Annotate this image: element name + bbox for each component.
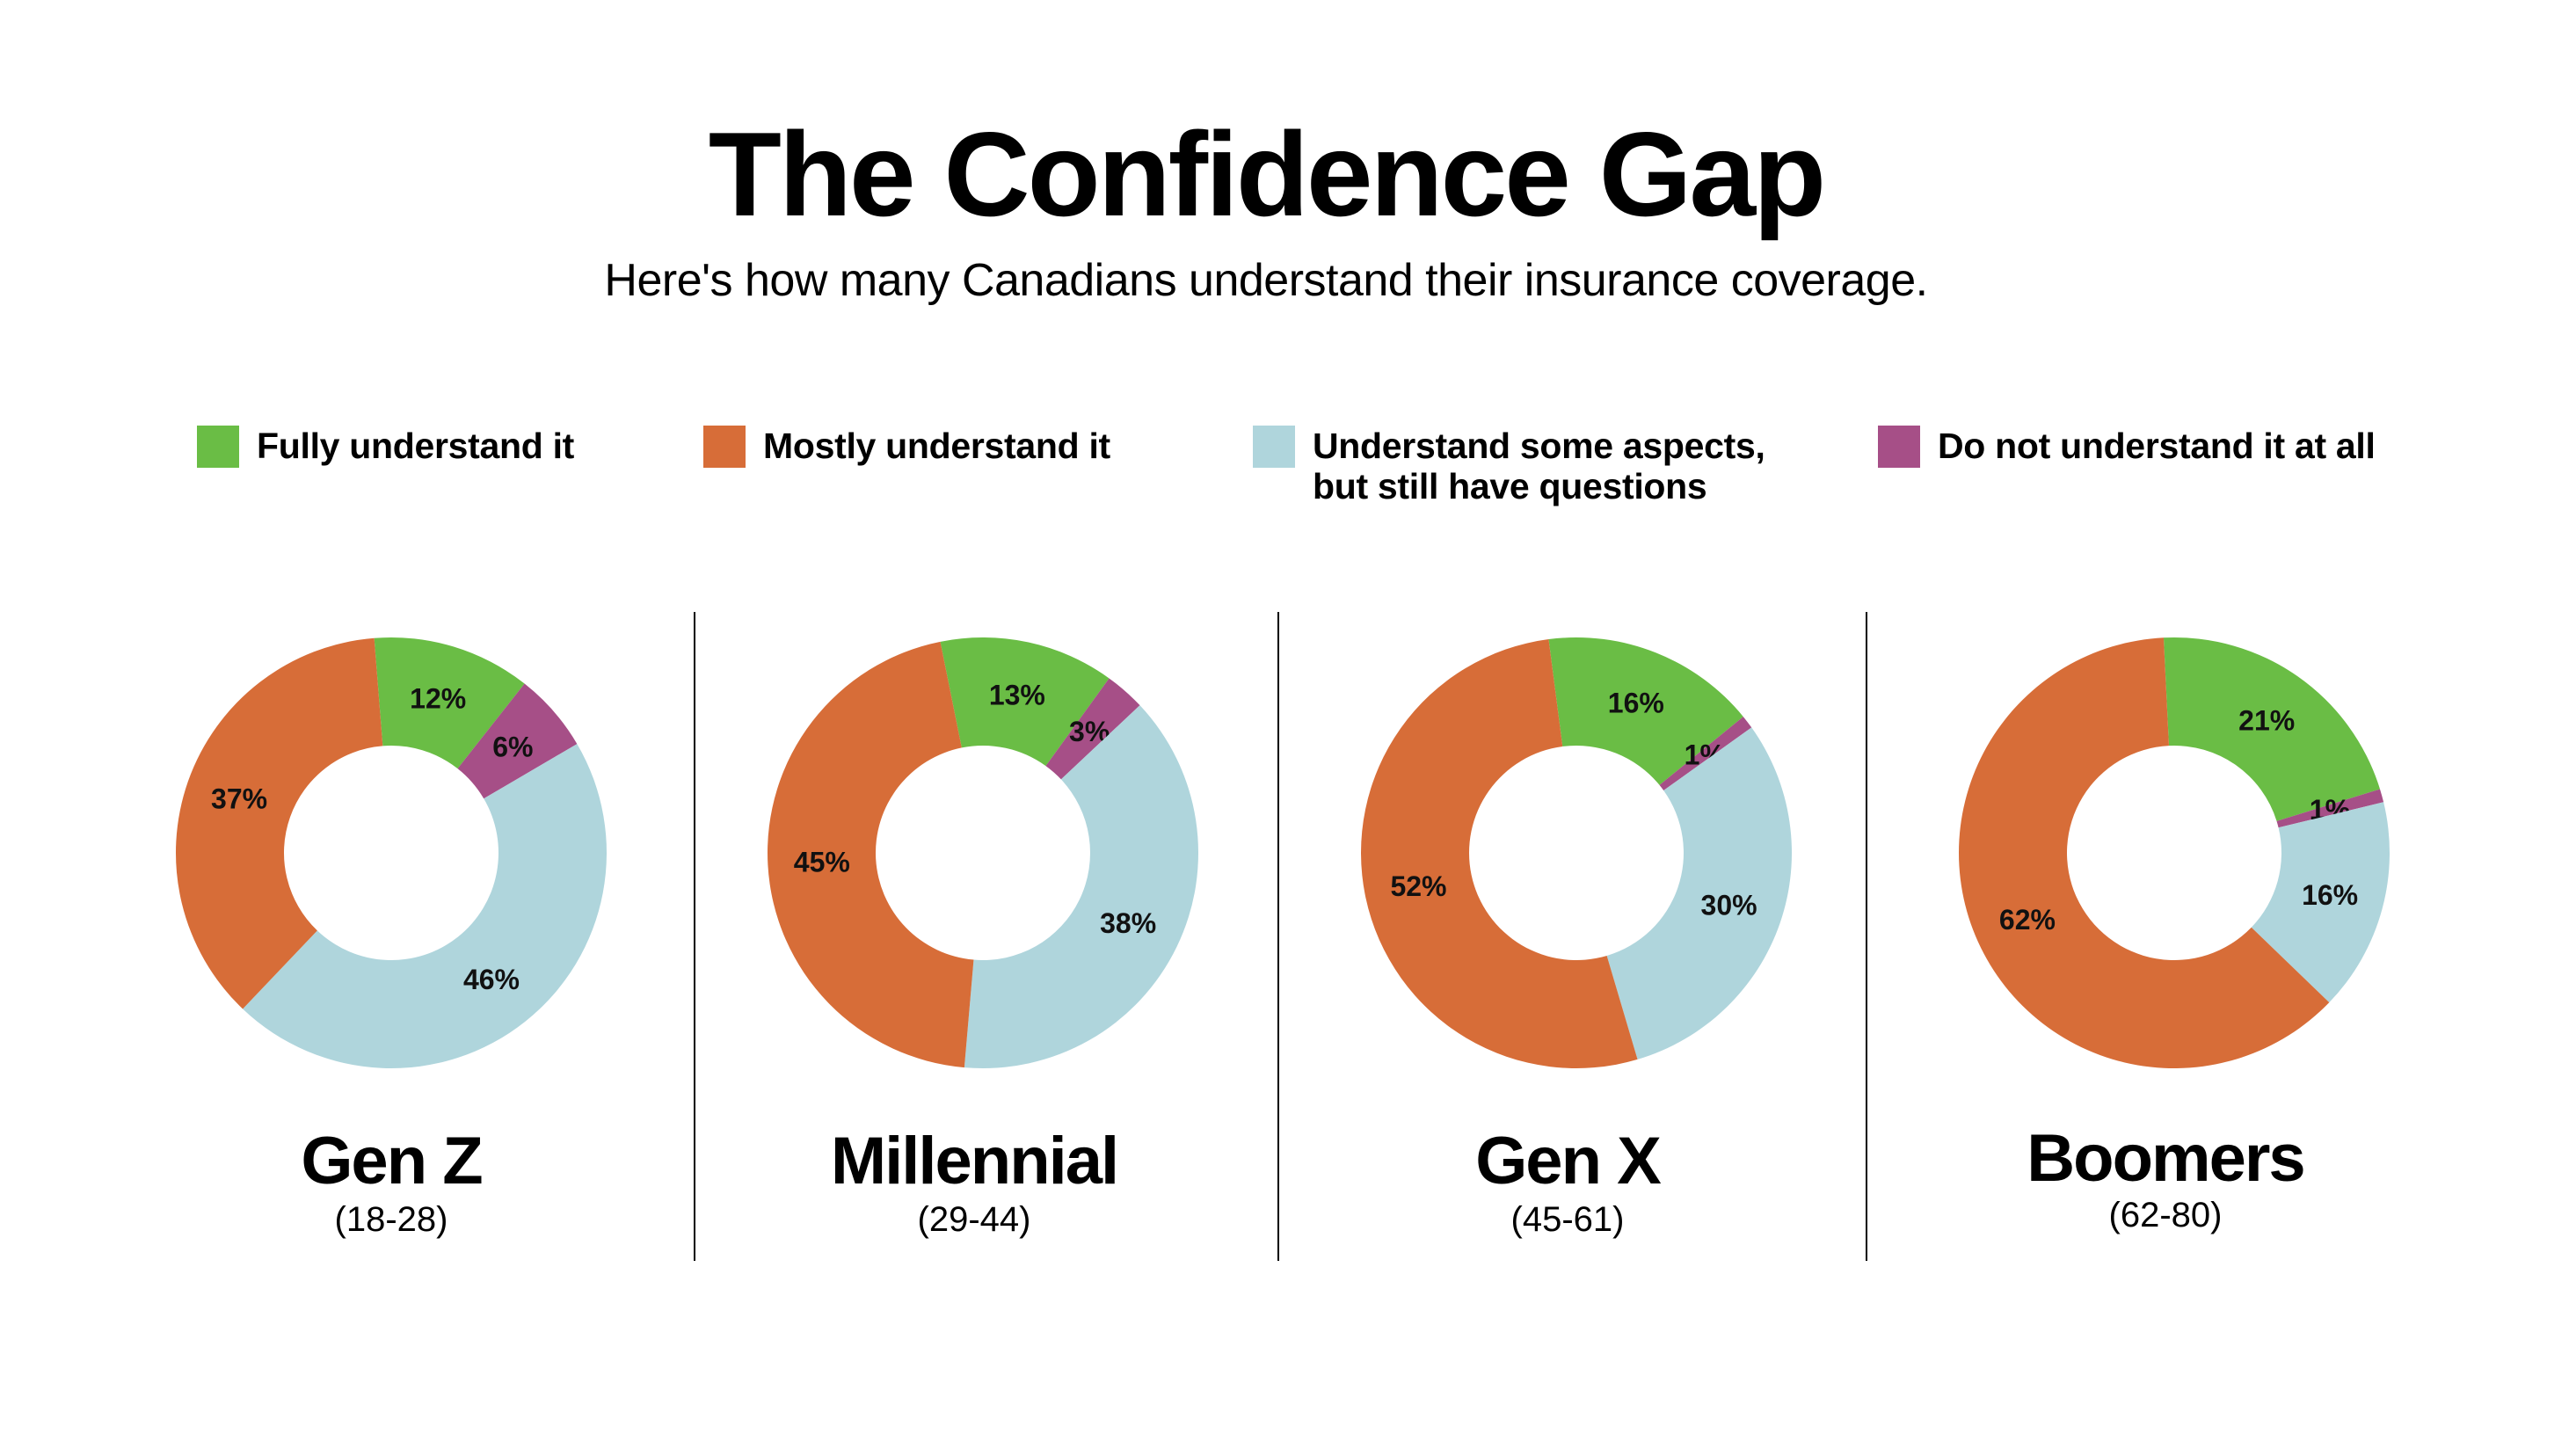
slice-label-boomers-some: 16% — [2302, 879, 2358, 911]
gen-name-genz: Gen Z — [301, 1124, 483, 1198]
slice-boomers-none — [2276, 789, 2384, 828]
slice-label-genz-some: 46% — [463, 964, 520, 995]
slice-genx-some — [1606, 727, 1792, 1059]
slice-label-genz-none: 6% — [492, 731, 533, 762]
slice-boomers-some — [2251, 802, 2390, 1003]
gen-age-millennial: (29-44) — [917, 1200, 1031, 1239]
slice-label-genz-fully: 12% — [410, 682, 466, 714]
slice-label-genx-mostly: 52% — [1390, 870, 1446, 902]
slice-genz-fully — [374, 637, 525, 769]
legend-item-none: Do not understand it at all — [1878, 426, 2376, 468]
gen-name-genx: Gen X — [1475, 1124, 1662, 1198]
legend-label-fully: Fully understand it — [257, 426, 575, 466]
gen-name-millennial: Millennial — [830, 1124, 1119, 1198]
gen-age-boomers: (62-80) — [2108, 1196, 2223, 1234]
gen-name-boomers: Boomers — [2027, 1121, 2305, 1196]
slice-label-boomers-mostly: 62% — [1999, 904, 2056, 936]
slice-millennial-fully — [940, 637, 1110, 767]
legend-label-mostly: Mostly understand it — [763, 426, 1110, 466]
legend-item-mostly: Mostly understand it — [703, 426, 1110, 468]
slice-boomers-mostly — [1959, 637, 2330, 1068]
slice-label-millennial-fully: 13% — [989, 680, 1045, 711]
divider-2 — [1277, 612, 1279, 1261]
chart-subtitle: Here's how many Canadians understand the… — [604, 255, 1928, 306]
chart-title: The Confidence Gap — [708, 107, 1826, 241]
slice-millennial-none — [1045, 678, 1140, 780]
legend-swatch-fully — [197, 426, 239, 468]
slice-genx-none — [1659, 717, 1752, 791]
slice-genz-some — [243, 744, 607, 1068]
legend-swatch-mostly — [703, 426, 746, 468]
slice-boomers-fully — [2163, 637, 2381, 821]
gen-age-genx: (45-61) — [1510, 1200, 1625, 1239]
gen-age-genz: (18-28) — [334, 1200, 448, 1239]
legend-swatch-some — [1253, 426, 1295, 468]
slice-label-genz-mostly: 37% — [211, 783, 267, 815]
slice-millennial-mostly — [768, 641, 974, 1068]
slice-label-millennial-mostly: 45% — [794, 846, 850, 877]
slice-label-genx-some: 30% — [1701, 890, 1757, 921]
legend-item-some: Understand some aspects, but still have … — [1253, 426, 1765, 506]
divider-3 — [1866, 612, 1867, 1261]
slice-label-boomers-fully: 21% — [2238, 705, 2295, 737]
legend-label-some: Understand some aspects, but still have … — [1313, 426, 1765, 506]
slice-genx-fully — [1548, 637, 1743, 785]
slice-genz-none — [457, 683, 578, 799]
legend-item-fully: Fully understand it — [197, 426, 574, 468]
slice-millennial-some — [964, 705, 1198, 1068]
legend-swatch-none — [1878, 426, 1920, 468]
slice-genz-mostly — [176, 637, 383, 1009]
slice-label-millennial-some: 38% — [1100, 907, 1156, 939]
legend-label-none: Do not understand it at all — [1938, 426, 2376, 466]
slice-genx-mostly — [1360, 639, 1638, 1069]
slice-label-genx-fully: 16% — [1608, 687, 1664, 718]
divider-1 — [694, 612, 695, 1261]
